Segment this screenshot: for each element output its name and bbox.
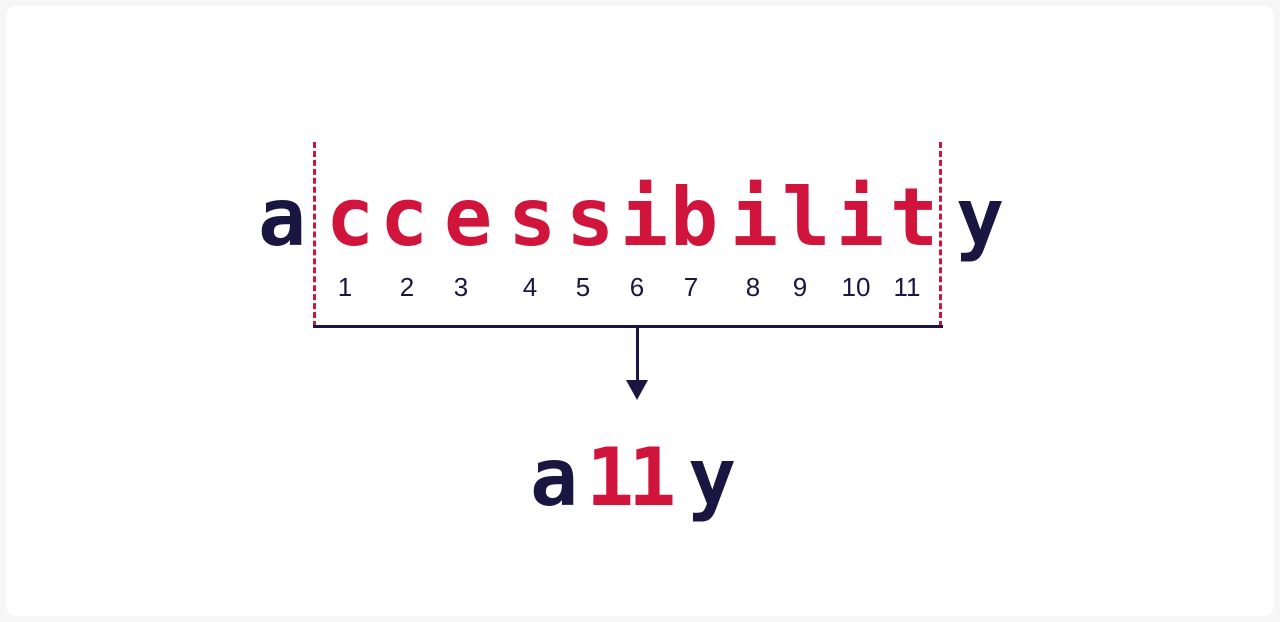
middle-letter: i <box>836 171 885 264</box>
arrow-stem <box>636 326 639 382</box>
count-number: 7 <box>683 272 699 302</box>
last-letter: y <box>956 171 1005 264</box>
numeronym-number: 11 <box>586 431 676 524</box>
middle-letter: b <box>670 171 719 264</box>
numeronym-last-letter: y <box>688 431 737 524</box>
diagram-card <box>6 6 1274 616</box>
middle-letter: e <box>444 171 493 264</box>
middle-letter: s <box>508 171 557 264</box>
middle-letter: s <box>566 171 615 264</box>
first-letter: a <box>258 171 307 264</box>
count-number: 5 <box>575 272 591 302</box>
count-number: 9 <box>792 272 808 302</box>
arrow-down-icon <box>626 380 648 400</box>
count-number: 10 <box>841 272 871 302</box>
count-number: 8 <box>745 272 761 302</box>
middle-letter: c <box>326 171 375 264</box>
bracket-line <box>313 325 943 328</box>
count-number: 3 <box>453 272 469 302</box>
middle-letter: c <box>380 171 429 264</box>
middle-letter: i <box>730 171 779 264</box>
count-number: 4 <box>522 272 538 302</box>
middle-letter: l <box>782 171 831 264</box>
left-dashed-marker <box>313 142 316 327</box>
middle-letter: i <box>620 171 669 264</box>
right-dashed-marker <box>939 142 942 327</box>
count-number: 11 <box>893 272 921 302</box>
count-number: 6 <box>629 272 645 302</box>
numeronym-first-letter: a <box>530 431 579 524</box>
count-number: 2 <box>399 272 415 302</box>
count-number: 1 <box>337 272 353 302</box>
middle-letter: t <box>890 171 939 264</box>
